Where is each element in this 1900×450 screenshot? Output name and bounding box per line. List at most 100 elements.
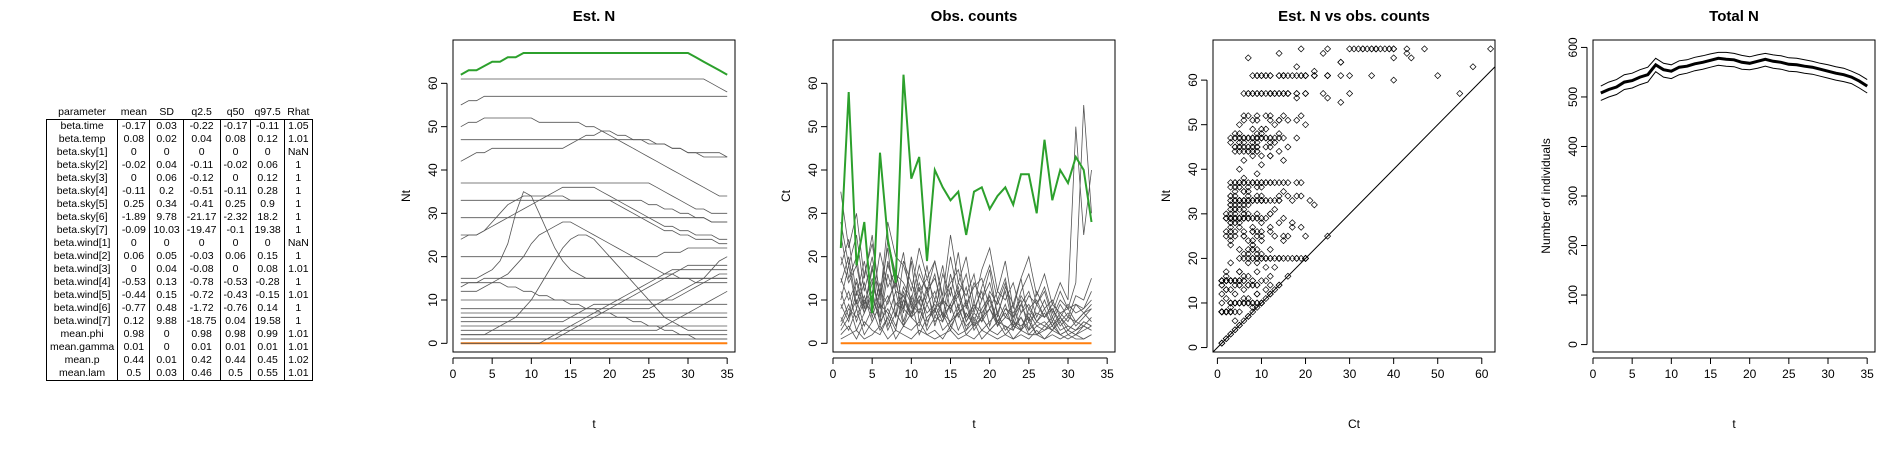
scatter-point xyxy=(1288,196,1296,204)
table-cell: -0.17 xyxy=(117,119,150,133)
scatter-point xyxy=(1231,277,1239,285)
scatter-point xyxy=(1280,188,1287,196)
scatter-point xyxy=(1218,339,1226,347)
scatter-point xyxy=(1227,286,1235,294)
scatter-point xyxy=(1310,72,1318,80)
y-tick-label: 100 xyxy=(1566,285,1580,305)
scatter-point xyxy=(1227,228,1235,236)
table-cell: 1 xyxy=(283,302,313,315)
scatter-point xyxy=(1231,277,1239,285)
scatter-point xyxy=(1231,277,1239,285)
table-row: beta.sky[1] 0 0 0 0 0 NaN xyxy=(45,146,313,159)
scatter-point xyxy=(1231,196,1239,204)
table-cell: -0.77 xyxy=(117,302,150,315)
scatter-point xyxy=(1227,196,1235,204)
scatter-point xyxy=(1218,308,1226,316)
scatter-point xyxy=(1240,196,1248,204)
scatter-point xyxy=(1222,277,1230,285)
scatter-point xyxy=(1257,250,1265,258)
scatter-point xyxy=(1235,214,1243,222)
x-tick-label: 5 xyxy=(489,367,496,381)
table-cell: 0 xyxy=(219,237,251,250)
scatter-point xyxy=(1262,179,1270,187)
table-cell: 0.15 xyxy=(149,289,184,302)
series-line xyxy=(460,234,728,336)
table-cell: -0.17 xyxy=(219,119,251,133)
table-cell: 0.05 xyxy=(149,250,184,263)
scatter-point xyxy=(1266,152,1274,160)
scatter-point xyxy=(1257,228,1265,236)
scatter-point xyxy=(1244,272,1252,280)
table-row: beta.sky[3] 0 0.06 -0.12 0 0.12 1 xyxy=(45,172,313,185)
scatter-point xyxy=(1297,112,1305,120)
scatter-point xyxy=(1240,272,1248,280)
y-tick-label: 60 xyxy=(806,76,820,90)
scatter-point xyxy=(1227,134,1235,142)
table-cell: 0.46 xyxy=(182,367,221,381)
scatter-point xyxy=(1240,174,1248,182)
scatter-point xyxy=(1227,201,1235,209)
scatter-point xyxy=(1275,130,1283,138)
parameter-name-cell: beta.time xyxy=(45,119,118,133)
scatter-point xyxy=(1271,89,1279,97)
scatter-point xyxy=(1302,89,1310,97)
scatter-point xyxy=(1249,139,1257,147)
scatter-point xyxy=(1240,214,1248,222)
scatter-point xyxy=(1235,299,1243,307)
table-cell: 0 xyxy=(182,237,221,250)
parameter-name-cell: beta.sky[7] xyxy=(45,224,118,237)
scatter-point xyxy=(1280,237,1287,245)
scatter-point xyxy=(1275,116,1283,124)
y-tick-label: 50 xyxy=(426,120,440,134)
scatter-point xyxy=(1231,192,1239,200)
scatter-point xyxy=(1271,286,1279,294)
scatter-point xyxy=(1385,45,1393,53)
scatter-point xyxy=(1235,143,1243,151)
table-cell: 0.06 xyxy=(149,172,184,185)
scatter-point xyxy=(1275,254,1283,262)
series-line xyxy=(460,217,728,223)
series-line xyxy=(460,290,728,331)
scatter-point xyxy=(1240,196,1248,204)
scatter-point xyxy=(1253,290,1261,298)
x-tick-label: 25 xyxy=(1022,367,1036,381)
scatter-point xyxy=(1227,308,1235,316)
scatter-point xyxy=(1240,299,1248,307)
scatter-point xyxy=(1293,179,1301,187)
scatter-point xyxy=(1227,277,1235,285)
scatter-point xyxy=(1262,179,1270,187)
chart-title: Est. N xyxy=(573,8,616,25)
x-tick-label: 0 xyxy=(830,367,837,381)
scatter-point xyxy=(1227,299,1235,307)
scatter-point xyxy=(1288,72,1296,80)
scatter-point xyxy=(1262,143,1270,151)
scatter-point xyxy=(1280,214,1287,222)
scatter-point xyxy=(1244,179,1252,187)
x-tick-label: 30 xyxy=(1343,367,1357,381)
scatter-point xyxy=(1227,139,1235,147)
scatter-point xyxy=(1222,277,1230,285)
scatter-point xyxy=(1235,196,1243,204)
scatter-point xyxy=(1218,308,1226,316)
table-cell: 19.38 xyxy=(250,224,285,237)
table-cell: -0.44 xyxy=(117,289,150,302)
scatter-point xyxy=(1231,179,1239,187)
scatter-point xyxy=(1337,58,1345,66)
scatter-point xyxy=(1310,72,1318,80)
scatter-point xyxy=(1231,290,1239,298)
x-tick-label: 15 xyxy=(564,367,578,381)
table-cell: 0.08 xyxy=(219,133,251,146)
scatter-point xyxy=(1231,277,1239,285)
scatter-point xyxy=(1244,312,1252,320)
scatter-point xyxy=(1222,277,1230,285)
scatter-point xyxy=(1235,277,1243,285)
scatter-point xyxy=(1262,134,1270,142)
scatter-point xyxy=(1253,143,1261,151)
scatter-point xyxy=(1222,295,1230,303)
scatter-point xyxy=(1266,254,1274,262)
scatter-point xyxy=(1222,214,1230,222)
table-cell: -0.11 xyxy=(219,185,251,198)
parameter-name-cell: mean.phi xyxy=(45,328,118,341)
table-header-cell: q2.5 xyxy=(191,106,212,119)
table-cell: -0.28 xyxy=(250,276,285,289)
